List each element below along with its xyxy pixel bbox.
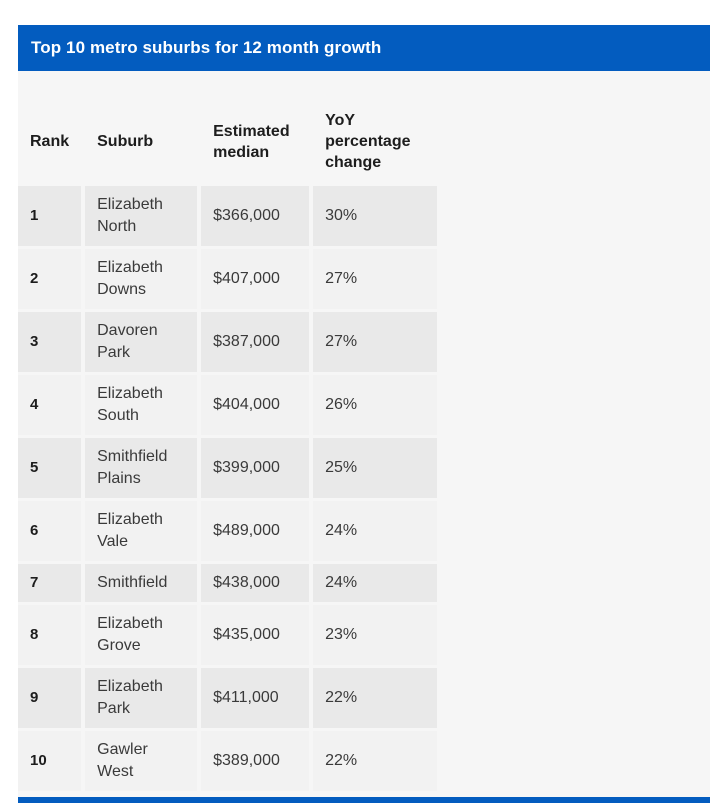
cell-estimated-median: $366,000	[201, 186, 310, 246]
table-row: 1 Elizabeth North $366,000 30%	[18, 186, 438, 246]
cell-yoy-change: 23%	[313, 605, 438, 665]
column-header-rank: Rank	[30, 133, 70, 150]
cell-estimated-median: $389,000	[201, 731, 310, 791]
cell-suburb: Elizabeth Park	[85, 668, 198, 728]
cell-suburb: Smithfield Plains	[85, 438, 198, 498]
cell-rank: 6	[18, 501, 82, 561]
cell-suburb: Davoren Park	[85, 312, 198, 372]
cell-rank: 9	[18, 668, 82, 728]
section-title: Top 10 metro suburbs for 12 month growth	[31, 38, 382, 57]
cell-yoy-change: 22%	[313, 731, 438, 791]
table-row: 5 Smithfield Plains $399,000 25%	[18, 438, 438, 498]
table-header-row: Rank Suburb Estimated median YoY percent…	[18, 100, 437, 183]
cell-rank: 1	[18, 186, 82, 246]
cell-rank: 8	[18, 605, 82, 665]
table-row: 9 Elizabeth Park $411,000 22%	[18, 668, 438, 728]
cell-estimated-median: $411,000	[201, 668, 310, 728]
table-row: 6 Elizabeth Vale $489,000 24%	[18, 501, 438, 561]
cell-suburb: Elizabeth Grove	[85, 605, 198, 665]
cell-rank: 7	[18, 564, 82, 602]
cell-rank: 4	[18, 375, 82, 435]
cell-estimated-median: $435,000	[201, 605, 310, 665]
cell-yoy-change: 24%	[313, 501, 438, 561]
column-header-estimated-median: Estimated median	[213, 122, 290, 161]
table-row: 10 Gawler West $389,000 22%	[18, 731, 438, 791]
cell-yoy-change: 30%	[313, 186, 438, 246]
cell-estimated-median: $489,000	[201, 501, 310, 561]
table-row: 3 Davoren Park $387,000 27%	[18, 312, 438, 372]
table-row: 2 Elizabeth Downs $407,000 27%	[18, 249, 438, 309]
column-header-suburb: Suburb	[97, 133, 154, 150]
cell-yoy-change: 27%	[313, 249, 438, 309]
cell-rank: 5	[18, 438, 82, 498]
table-row: 8 Elizabeth Grove $435,000 23%	[18, 605, 438, 665]
cell-yoy-change: 27%	[313, 312, 438, 372]
growth-widget: Top 10 metro suburbs for 12 month growth…	[18, 25, 710, 803]
cell-yoy-change: 25%	[313, 438, 438, 498]
cell-yoy-change: 24%	[313, 564, 438, 602]
table-row: 7 Smithfield $438,000 24%	[18, 564, 438, 602]
cell-rank: 2	[18, 249, 82, 309]
column-header-yoy-percentage-change: YoY percentage change	[325, 112, 411, 171]
cell-estimated-median: $387,000	[201, 312, 310, 372]
section-title-bar: Top 10 metro suburbs for 12 month growth	[18, 25, 710, 71]
cell-estimated-median: $404,000	[201, 375, 310, 435]
cell-suburb: Elizabeth Vale	[85, 501, 198, 561]
cell-rank: 10	[18, 731, 82, 791]
cell-estimated-median: $438,000	[201, 564, 310, 602]
next-section-header-bar-cropped	[18, 797, 710, 803]
cell-yoy-change: 26%	[313, 375, 438, 435]
cell-suburb: Gawler West	[85, 731, 198, 791]
table-panel: Rank Suburb Estimated median YoY percent…	[18, 71, 710, 803]
cell-estimated-median: $407,000	[201, 249, 310, 309]
cell-suburb: Smithfield	[85, 564, 198, 602]
cell-yoy-change: 22%	[313, 668, 438, 728]
cell-estimated-median: $399,000	[201, 438, 310, 498]
table-body: 1 Elizabeth North $366,000 30% 2 Elizabeth Do…	[18, 186, 438, 791]
cell-rank: 3	[18, 312, 82, 372]
top-suburbs-table: Rank Suburb Estimated median YoY percent…	[18, 97, 441, 794]
table-row: 4 Elizabeth South $404,000 26%	[18, 375, 438, 435]
cell-suburb: Elizabeth Downs	[85, 249, 198, 309]
cell-suburb: Elizabeth South	[85, 375, 198, 435]
cell-suburb: Elizabeth North	[85, 186, 198, 246]
